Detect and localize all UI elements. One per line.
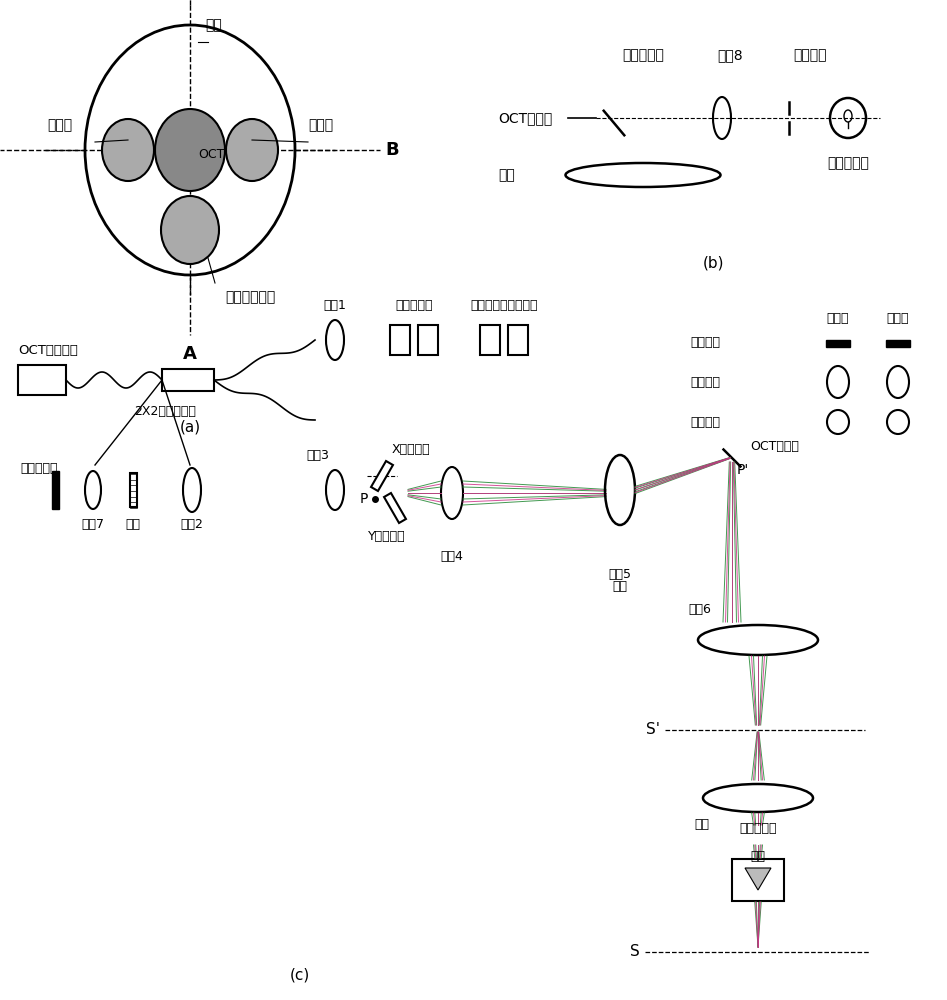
Text: A: A [183, 345, 197, 363]
Text: OCT反射镜: OCT反射镜 [498, 111, 552, 125]
Bar [390, 325, 410, 355]
Text: B: B [385, 141, 399, 159]
Text: P: P [360, 492, 368, 506]
Text: 物镜: 物镜 [613, 580, 628, 593]
Text: 人眼成像组: 人眼成像组 [740, 822, 777, 835]
Text: 物镜: 物镜 [205, 18, 222, 32]
Polygon shape [384, 493, 406, 523]
Text: 透锩8: 透锩8 [717, 48, 742, 62]
Ellipse shape [155, 109, 225, 191]
Ellipse shape [161, 196, 219, 264]
Polygon shape [371, 461, 393, 491]
Text: 近红外光源: 近红外光源 [827, 156, 869, 170]
Text: 色散补偿器: 色散补偿器 [395, 299, 433, 312]
Text: 透镜5: 透镜5 [609, 568, 632, 581]
Text: 右镜筒: 右镜筒 [886, 312, 909, 324]
Text: 左镜筒: 左镜筒 [46, 118, 72, 132]
Bar [162, 369, 214, 391]
Text: 右镜筒: 右镜筒 [308, 118, 333, 132]
Bar [130, 473, 136, 507]
Bar [508, 325, 528, 355]
Text: 透镜2: 透镜2 [181, 518, 204, 531]
Text: 面阵像机: 面阵像机 [690, 336, 720, 350]
Text: 左镜筒: 左镜筒 [827, 312, 849, 324]
Text: (c): (c) [290, 968, 310, 982]
Text: 透镜7: 透镜7 [81, 518, 104, 531]
Text: (a): (a) [179, 420, 201, 435]
Bar [886, 340, 910, 347]
Text: 透镜3: 透镜3 [307, 449, 330, 462]
Ellipse shape [102, 119, 154, 181]
Text: OCT: OCT [198, 147, 224, 160]
Ellipse shape [226, 119, 278, 181]
Text: P': P' [737, 463, 749, 477]
Text: OCT反射镜: OCT反射镜 [750, 440, 799, 452]
Polygon shape [745, 868, 771, 890]
Bar [826, 340, 850, 347]
Text: 2X2光纤耦合器: 2X2光纤耦合器 [134, 405, 196, 418]
Text: (b): (b) [704, 255, 724, 270]
Text: 变焦系统: 变焦系统 [690, 416, 720, 428]
Text: Y扫描振镜: Y扫描振镜 [368, 530, 405, 543]
Text: 成像透镜: 成像透镜 [690, 375, 720, 388]
Text: 近红外照明光: 近红外照明光 [225, 290, 276, 304]
Text: 透镜1: 透镜1 [324, 299, 347, 312]
Text: 透镜4: 透镜4 [440, 550, 463, 563]
Text: S': S' [646, 722, 660, 738]
Bar [732, 859, 784, 901]
Bar [18, 365, 66, 395]
Text: 孔径光阀: 孔径光阀 [794, 48, 827, 62]
Text: X扫描振镜: X扫描振镜 [392, 443, 431, 456]
Text: S: S [631, 944, 640, 960]
Text: 目镜: 目镜 [694, 818, 709, 831]
Bar [480, 325, 500, 355]
Text: 透镜6: 透镜6 [688, 603, 711, 616]
Text: 人眼: 人眼 [751, 850, 765, 863]
Bar [51, 471, 59, 509]
Text: 照明反射镜: 照明反射镜 [622, 48, 664, 62]
Text: OCT宽带光源: OCT宽带光源 [18, 344, 78, 357]
Text: 线阵摄像机: 线阵摄像机 [20, 462, 58, 475]
Text: 反射镜及平移工作台: 反射镜及平移工作台 [471, 299, 538, 312]
Bar [418, 325, 438, 355]
Text: 物镜: 物镜 [498, 168, 515, 182]
Text: 光水: 光水 [126, 518, 140, 531]
